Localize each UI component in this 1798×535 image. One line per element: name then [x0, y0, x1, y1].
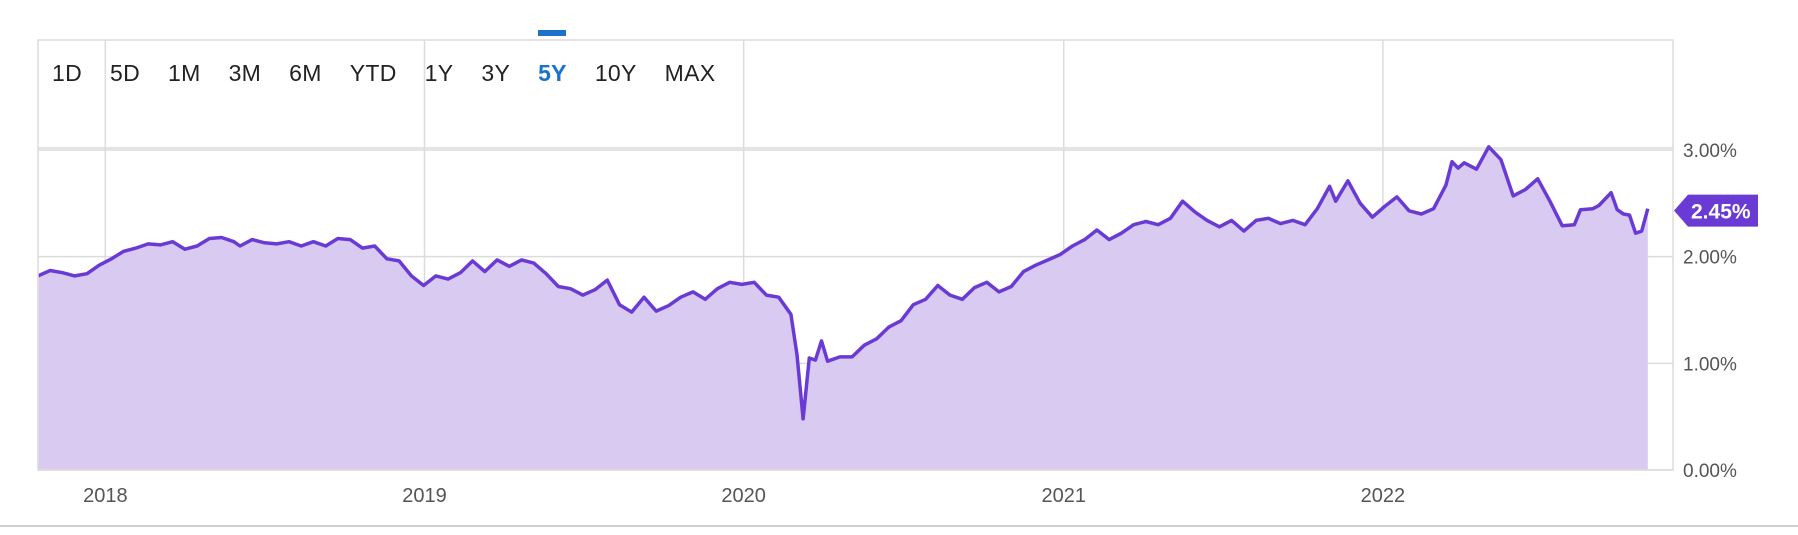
x-tick-label: 2018 [83, 485, 128, 507]
x-axis-ticks: 2018 2019 2020 2021 2022 [83, 485, 1405, 507]
x-tick-label: 2021 [1041, 485, 1086, 507]
area-fill-layer [38, 146, 1648, 471]
x-tick-label: 2020 [721, 485, 766, 507]
y-tick-label: 3.00% [1683, 141, 1737, 162]
x-tick-label: 2019 [402, 485, 447, 507]
range-button-max[interactable]: MAX [664, 60, 716, 86]
y-tick-label: 1.00% [1683, 354, 1737, 375]
current-value-tag-background [1674, 194, 1758, 227]
current-value-label: 2.45% [1691, 201, 1751, 224]
range-button-5d[interactable]: 5D [110, 60, 141, 86]
series-line [37, 145, 1650, 421]
range-button-3m[interactable]: 3M [228, 60, 262, 86]
current-value-tag: 2.45% [1674, 194, 1758, 227]
range-button-3y[interactable]: 3Y [481, 60, 511, 86]
range-button-ytd[interactable]: YTD [349, 60, 397, 86]
range-button-6m[interactable]: 6M [289, 60, 322, 86]
range-button-1d[interactable]: 1D [52, 60, 83, 86]
range-button-10y[interactable]: 10Y [594, 60, 637, 86]
plot-border [37, 39, 1674, 471]
range-button-5y[interactable]: 5Y [524, 60, 581, 87]
y-tick-label: 0.00% [1683, 461, 1737, 482]
time-range-selector: 1D 5D 1M 3M 6M YTD 1Y 3Y 5Y 10Y MAX [38, 40, 729, 107]
chart-frame [0, 39, 1798, 527]
y-axis-ticks: 0.00% 1.00% 2.00% 3.00% [1683, 141, 1737, 482]
x-tick-label: 2022 [1361, 485, 1406, 507]
area-fill [38, 146, 1648, 471]
y-tick-label: 2.00% [1683, 248, 1737, 269]
range-button-1m[interactable]: 1M [168, 60, 201, 86]
series-line-layer [37, 145, 1650, 421]
range-button-1y[interactable]: 1Y [424, 60, 454, 86]
